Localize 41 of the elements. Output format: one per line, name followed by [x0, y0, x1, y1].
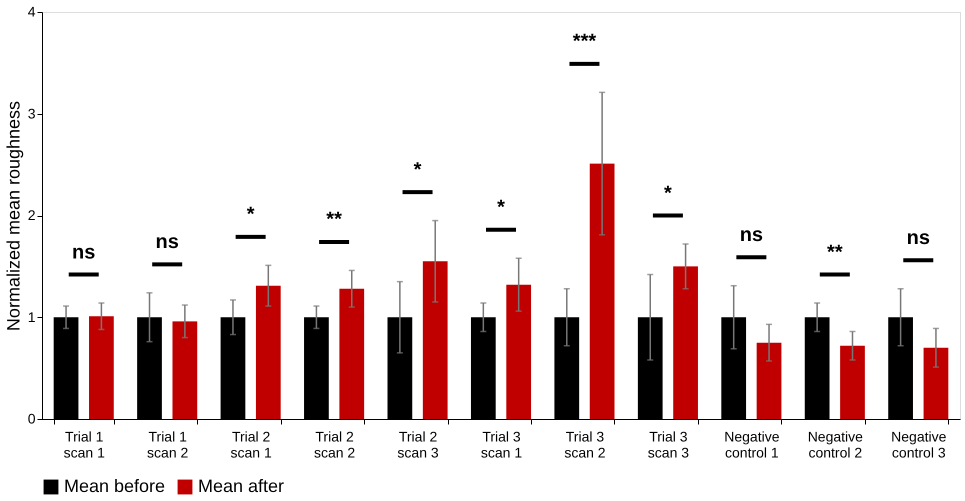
annotation: ns	[740, 224, 764, 246]
bar	[89, 316, 114, 419]
legend-label: Mean before	[64, 476, 166, 496]
bar	[422, 261, 448, 419]
bar	[924, 348, 948, 419]
x-tick-label: Negative control 2	[808, 428, 864, 460]
y-tick-label: 2	[28, 207, 36, 223]
annotation: **	[827, 241, 843, 264]
bar	[673, 266, 698, 419]
annotation: ns	[156, 231, 179, 254]
annotation: *	[664, 182, 672, 204]
x-tick-label: Negative control 1	[724, 428, 780, 460]
x-tick-label: Trial 3 scan 3	[648, 428, 690, 460]
x-tick-label: Trial 2 scan 3	[397, 428, 439, 460]
y-tick-label: 3	[28, 105, 36, 122]
bar	[506, 284, 532, 419]
legend-label: Mean after	[198, 476, 284, 496]
y-tick-label: 1	[28, 308, 36, 325]
annotation: *	[246, 204, 255, 226]
annotation: ns	[906, 227, 930, 250]
bar	[256, 286, 281, 419]
bar	[756, 342, 782, 419]
x-tick-label: Trial 1 scan 2	[147, 428, 189, 460]
bar	[339, 288, 364, 419]
bar	[840, 346, 865, 419]
annotation: **	[326, 208, 342, 231]
x-tick-label: Negative control 3	[891, 428, 947, 460]
x-tick-label: Trial 1 scan 1	[64, 428, 106, 460]
annotation: ***	[572, 30, 596, 53]
annotation: *	[414, 158, 422, 181]
x-tick-label: Trial 3 scan 1	[480, 428, 522, 460]
bar	[590, 164, 614, 419]
x-tick-label: Trial 2 scan 1	[230, 428, 272, 460]
bar	[172, 321, 198, 419]
annotation: *	[497, 196, 506, 219]
y-tick-label: 0	[28, 410, 36, 426]
x-tick-label: Trial 3 scan 2	[564, 428, 606, 460]
annotation: ns	[72, 241, 96, 264]
x-tick-label: Trial 2 scan 2	[314, 428, 356, 460]
y-axis-title: Normalized mean roughness	[4, 100, 24, 332]
y-tick-label: 4	[28, 4, 36, 20]
